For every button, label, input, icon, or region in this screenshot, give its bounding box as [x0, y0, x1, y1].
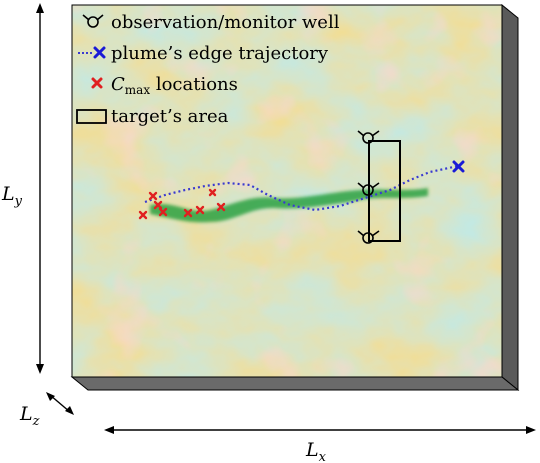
rectangle-icon	[76, 109, 107, 124]
observation-wells	[357, 130, 380, 244]
well-icon	[357, 130, 380, 144]
lz-arrow	[46, 392, 74, 415]
blue-cross-icon	[93, 46, 106, 59]
target-area	[368, 140, 401, 242]
legend-label-cmax: Cmax locations	[111, 74, 238, 97]
cmax-markers	[138, 188, 226, 220]
legend-item-target: target’s area	[76, 106, 229, 127]
legend-item-trajectory: plume’s edge trajectory	[78, 43, 329, 64]
plume-edge-marker	[452, 160, 465, 173]
lz-label: Lz	[19, 403, 40, 429]
legend-label-target: target’s area	[111, 106, 229, 127]
block-bottom-face	[70, 376, 520, 391]
legend-label-wells: observation/monitor well	[111, 12, 340, 33]
legend-label-trajectory: plume’s edge trajectory	[111, 43, 329, 64]
lx-arrow	[104, 426, 536, 434]
lx-label: Lx	[305, 439, 327, 463]
ly-label: Ly	[1, 183, 23, 209]
red-cross-icon	[91, 77, 103, 89]
permeability-field	[71, 4, 503, 378]
legend: observation/monitor well plume’s edge tr…	[76, 12, 340, 127]
plume-trajectory	[144, 164, 459, 212]
well-icon	[357, 182, 380, 196]
block-right-face	[501, 3, 519, 392]
well-icon	[82, 14, 104, 28]
well-icon	[357, 230, 380, 244]
legend-item-wells: observation/monitor well	[82, 12, 340, 33]
legend-item-cmax: Cmax locations	[91, 74, 238, 97]
ly-arrow	[36, 3, 44, 374]
